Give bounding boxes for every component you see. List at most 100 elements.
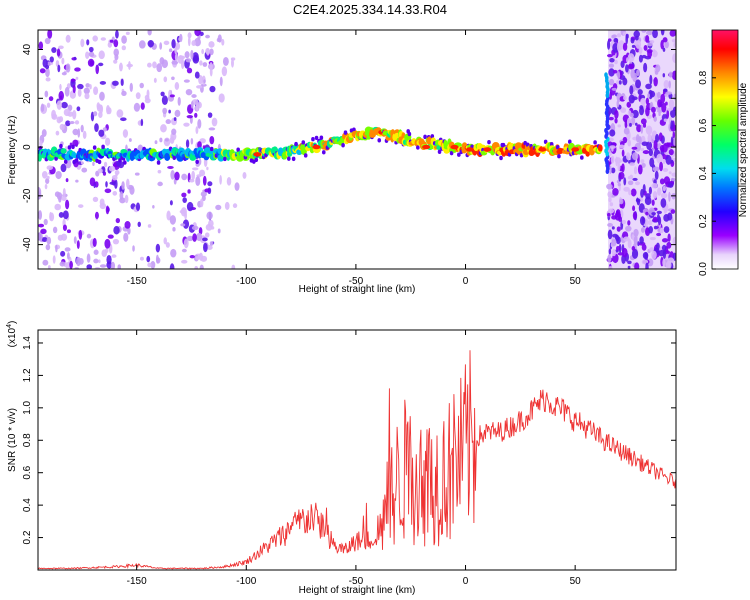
ridge-peak [571, 147, 580, 152]
noise-blob [183, 122, 190, 127]
noise-blob [156, 63, 163, 73]
noise-blob [609, 165, 612, 175]
noise-blob [673, 106, 676, 112]
ridge-halo [407, 131, 412, 137]
noise-blob [640, 147, 645, 152]
noise-blob [619, 144, 625, 149]
figure-title: C2E4.2025.334.14.33.R04 [293, 2, 447, 17]
noise-blob [169, 215, 177, 225]
noise-blob [121, 181, 125, 190]
noise-blob [65, 199, 70, 210]
y-tick-label: 20 [22, 92, 33, 104]
noise-blob [78, 229, 83, 240]
noise-blob [668, 149, 674, 156]
noise-blob [630, 68, 635, 79]
noise-blob [39, 140, 43, 147]
noise-blob [41, 237, 48, 242]
noise-blob [72, 109, 77, 120]
noise-blob [625, 225, 632, 232]
noise-blob [93, 249, 99, 255]
noise-blob [653, 225, 658, 230]
noise-blob [98, 259, 101, 264]
noise-blob [217, 228, 221, 234]
noise-blob [123, 232, 129, 242]
noise-blob [41, 129, 47, 137]
noise-blob [661, 102, 667, 113]
noise-blob [161, 95, 168, 106]
ridge-halo [449, 150, 454, 156]
noise-blob [45, 64, 50, 70]
ridge-blob [60, 148, 67, 154]
noise-blob [659, 227, 664, 234]
noise-blob [202, 175, 207, 186]
noise-blob [137, 221, 141, 228]
noise-blob [208, 127, 216, 131]
noise-blob [617, 162, 621, 172]
noise-blob [662, 168, 669, 173]
noise-blob [631, 152, 639, 161]
noise-blob [628, 94, 635, 104]
colorbar-tick-label: 0.8 [698, 70, 709, 84]
noise-blob [46, 102, 51, 108]
noise-blob [95, 64, 100, 75]
noise-blob [45, 177, 50, 184]
noise-blob [152, 204, 155, 209]
noise-blob [668, 71, 673, 78]
snr-x-ticks: -150 -100 -50 0 50 [127, 330, 581, 587]
noise-blob [658, 132, 663, 142]
ridge-peak [312, 144, 321, 150]
noise-blob [653, 116, 657, 122]
noise-blob [64, 247, 71, 252]
noise-blob [54, 203, 62, 211]
noise-blob [170, 248, 177, 258]
noise-blob [625, 34, 629, 45]
noise-blob [657, 187, 662, 196]
noise-blob [671, 70, 676, 80]
noise-blob [671, 193, 676, 200]
noise-blob [169, 200, 173, 206]
noise-blob [77, 128, 81, 138]
noise-blob [86, 39, 90, 46]
ridge-halo [457, 152, 461, 157]
noise-blob [631, 146, 638, 150]
noise-blob [104, 137, 111, 146]
noise-blob [649, 157, 655, 168]
noise-blob [647, 134, 652, 143]
y-tick-label: 0.8 [22, 433, 33, 447]
noise-blob [629, 85, 634, 95]
noise-blob [645, 107, 650, 117]
noise-blob [616, 100, 620, 108]
noise-blob [111, 174, 118, 181]
noise-blob [60, 163, 67, 173]
noise-blob [76, 106, 81, 112]
ridge-halo [437, 149, 442, 155]
noise-blob [92, 237, 97, 247]
noise-blob [186, 235, 194, 242]
noise-blob [164, 138, 169, 142]
noise-blob [46, 165, 54, 171]
noise-blob [198, 75, 203, 85]
ridge-blob [597, 144, 603, 152]
noise-blob [207, 181, 213, 187]
noise-blob [139, 256, 144, 261]
noise-blob [611, 249, 617, 257]
noise-blob [181, 248, 187, 253]
ridge-halo [549, 142, 554, 147]
noise-blob [632, 109, 639, 119]
noise-blob [665, 154, 672, 165]
noise-blob [662, 249, 667, 259]
noise-blob [631, 248, 639, 259]
noise-blob [659, 178, 665, 185]
noise-blob [181, 259, 188, 264]
noise-blob [60, 233, 68, 241]
noise-blob [82, 130, 87, 140]
noise-blob [640, 124, 644, 134]
noise-blob [121, 90, 127, 97]
noise-blob [607, 212, 611, 217]
noise-blob [133, 102, 141, 112]
x-tick-label: 50 [570, 576, 582, 587]
noise-blob [202, 145, 206, 150]
noise-blob [611, 87, 617, 91]
noise-blob [206, 166, 209, 171]
noise-blob [607, 39, 611, 50]
